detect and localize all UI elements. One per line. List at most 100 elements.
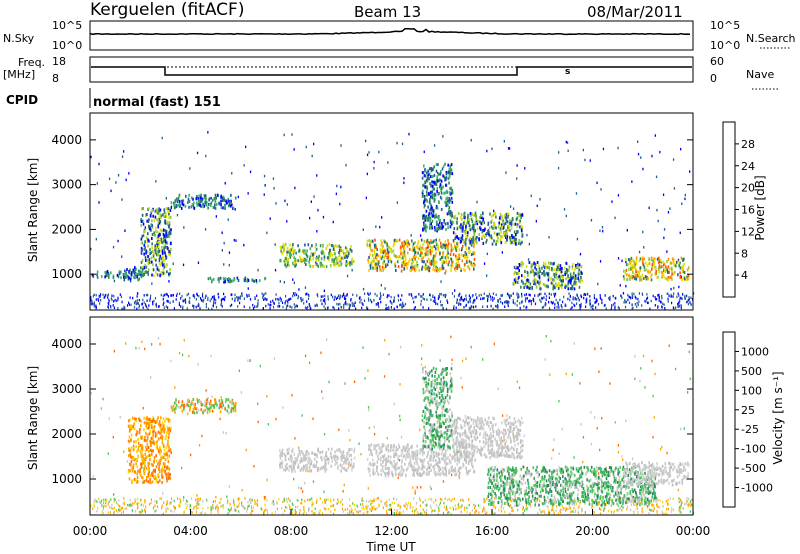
echo-pixel [383,255,386,259]
echo-pixel [470,253,473,257]
echo-pixel [306,255,309,259]
scatter-pixel [121,198,123,201]
echo-pixel [544,283,546,287]
echo-pixel [516,281,519,284]
scatter-pixel [413,497,415,500]
echo-pixel [464,269,466,272]
scatter-pixel [374,292,376,296]
scatter-pixel [421,344,423,347]
scatter-pixel [241,294,243,297]
scatter-pixel [278,498,280,501]
echo-pixel [424,263,427,267]
echo-pixel [447,226,449,230]
echo-pixel [482,241,485,245]
echo-pixel [560,279,563,283]
echo-pixel [150,251,153,255]
scatter-pixel [460,499,462,502]
scatter-pixel [362,346,364,349]
echo-pixel [654,272,657,276]
echo-pixel [156,267,159,271]
scatter-pixel [504,301,506,304]
scatter-pixel [196,151,199,155]
scatter-pixel [667,297,669,301]
scatter-pixel [118,504,120,508]
scatter-pixel [311,510,313,513]
echo-pixel [350,249,353,252]
echo-pixel [434,247,437,251]
scatter-pixel [223,298,226,301]
scatter-pixel [105,501,107,505]
scatter-pixel [512,506,514,510]
echo-pixel [640,266,642,269]
echo-pixel [644,276,646,280]
scatter-pixel [433,144,436,147]
scatter-pixel [316,501,318,504]
echo-pixel [438,178,441,182]
scatter-pixel [313,142,315,146]
echo-pixel [449,213,452,217]
echo-pixel [450,221,452,225]
echo-pixel [507,228,510,232]
echo-pixel [433,187,435,191]
echo-pixel [375,246,377,250]
scatter-pixel [349,511,351,515]
scatter-pixel [563,208,566,211]
scatter-pixel [205,302,207,306]
scatter-pixel [425,511,427,515]
scatter-pixel [128,303,130,306]
scatter-pixel [540,292,542,296]
scatter-pixel [125,507,127,510]
scatter-pixel [559,504,561,507]
echo-pixel [334,252,336,256]
scatter-pixel [456,301,458,304]
echo-pixel [429,223,431,227]
echo-pixel [328,242,331,246]
scatter-pixel [162,303,164,306]
scatter-pixel [423,510,425,514]
scatter-pixel [509,229,511,232]
scatter-pixel [385,503,387,507]
echo-pixel [460,223,462,227]
scatter-pixel [378,150,380,154]
scatter-pixel [241,292,243,295]
echo-pixel [460,229,463,233]
echo-pixel [384,251,387,255]
echo-pixel [528,261,531,264]
scatter-pixel [95,500,97,503]
scatter-pixel [442,511,445,515]
scatter-pixel [628,301,631,305]
scatter-pixel [254,499,256,502]
scatter-pixel [265,298,267,301]
scatter-pixel [646,296,649,300]
scatter-pixel [394,508,396,512]
scatter-pixel [551,505,553,508]
echo-pixel [498,232,500,236]
scatter-pixel [221,297,223,301]
echo-pixel [174,199,176,203]
scatter-pixel [475,305,477,308]
scatter-pixel [636,305,638,308]
scatter-pixel [118,508,121,512]
echo-pixel [666,268,668,272]
scatter-pixel [484,512,487,516]
scatter-pixel [220,505,222,508]
scatter-pixel [433,501,435,504]
echo-pixel [161,245,163,249]
echo-pixel [312,253,314,257]
scatter-pixel [525,306,527,310]
echo-pixel [642,258,644,262]
scatter-pixel [272,177,275,180]
echo-pixel [124,273,126,276]
scatter-pixel [549,373,551,376]
echo-pixel [467,221,470,225]
echo-pixel [304,258,306,261]
scatter-pixel [148,503,151,506]
scatter-pixel [453,307,455,310]
scatter-pixel [241,505,243,508]
echo-pixel [455,257,458,261]
echo-pixel [387,259,390,263]
echo-pixel [220,203,222,207]
echo-pixel [346,255,348,259]
scatter-pixel [209,299,211,303]
echo-pixel [637,272,640,276]
